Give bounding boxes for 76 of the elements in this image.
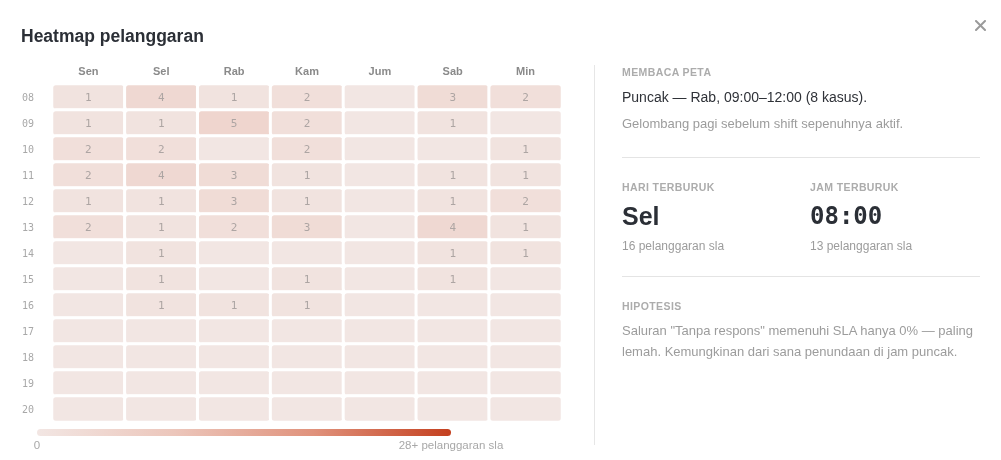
text: JAM TERBURUK [810,180,899,194]
y-tick-label: 08 [21,91,34,103]
data-label: 2 [85,142,92,156]
data-label: 3 [303,220,311,234]
y-tick-label: 15 [21,273,34,285]
data-label: 1 [449,116,457,130]
y-tick-label: 11 [21,169,34,181]
text: Gelombang pagi sebelum shift sepenuhnya aktif. [622,115,904,133]
y-tick-label: 16 [21,299,34,311]
data-label: 1 [303,194,311,208]
x-tick-label: Jum [368,64,392,77]
x-tick-label: Min [516,64,536,77]
data-label: 2 [303,116,311,130]
data-label: 2 [85,220,92,234]
y-tick-label: 12 [21,195,34,207]
x-tick-label: Kam [295,64,320,77]
color-bar-label: 28+ pelanggaran sla [398,438,504,453]
data-label: 2 [303,142,311,156]
text: Saluran "Tanpa respons" memenuhi SLA hanya 0% — paling lemah. Kemungkinan dari sana penundaan di jam puncak. [622,321,975,361]
data-label: 1 [449,246,457,260]
y-tick-label: 09 [21,117,34,129]
data-label: 1 [157,116,165,130]
x-tick-label: Sab [442,64,464,77]
data-label: 1 [85,90,92,104]
y-tick-label: 14 [21,247,34,259]
data-label: 1 [157,220,165,234]
text: MEMBACA PETA [622,65,712,79]
data-label: 1 [303,168,311,182]
text: Sel [622,201,660,231]
data-label: 2 [85,168,92,182]
data-label: 3 [449,90,457,104]
data-label: 1 [230,90,238,104]
data-label: 2 [157,142,165,156]
data-label: 1 [522,220,529,234]
chart-title: Heatmap pelanggaran [21,26,204,46]
data-label: 2 [230,220,238,234]
text: 13 pelanggaran sla [810,238,913,254]
y-tick-label: 19 [21,377,34,389]
y-tick-label: 10 [21,143,34,155]
data-label: 1 [157,298,165,312]
data-label: 2 [522,194,529,208]
data-label: 1 [303,272,311,286]
data-label: 2 [522,90,529,104]
data-label: 3 [230,168,238,182]
data-label: 1 [85,194,92,208]
data-label: 1 [522,142,529,156]
data-label: 5 [230,116,238,130]
x-tick-label: Sel [153,64,170,77]
data-label: 1 [449,168,457,182]
data-label: 1 [230,298,238,312]
x-tick-label: Rab [223,64,245,77]
y-tick-label: 20 [21,403,34,415]
data-label: 3 [230,194,238,208]
text: HIPOTESIS [622,299,682,313]
data-label: 1 [449,194,457,208]
data-label: 1 [303,298,311,312]
data-label: 1 [157,246,165,260]
data-label: 1 [522,246,529,260]
text: 16 pelanggaran sla [622,238,725,254]
data-label: 1 [449,272,457,286]
data-label: 1 [85,116,92,130]
text: Puncak — Rab, 09:00–12:00 (8 kasus). [622,88,868,106]
text: HARI TERBURUK [622,180,715,194]
data-label: 4 [449,220,457,234]
color-bar-label: 0 [33,438,41,453]
data-label: 4 [157,90,165,104]
data-label: 1 [157,272,165,286]
y-tick-label: 13 [21,221,34,233]
data-label: 1 [157,194,165,208]
data-label: 2 [303,90,311,104]
text: 08:00 [810,201,883,231]
data-label: 4 [157,168,165,182]
data-label: 1 [522,168,529,182]
x-tick-label: Sen [78,64,99,77]
y-tick-label: 17 [21,325,34,337]
y-tick-label: 18 [21,351,34,363]
